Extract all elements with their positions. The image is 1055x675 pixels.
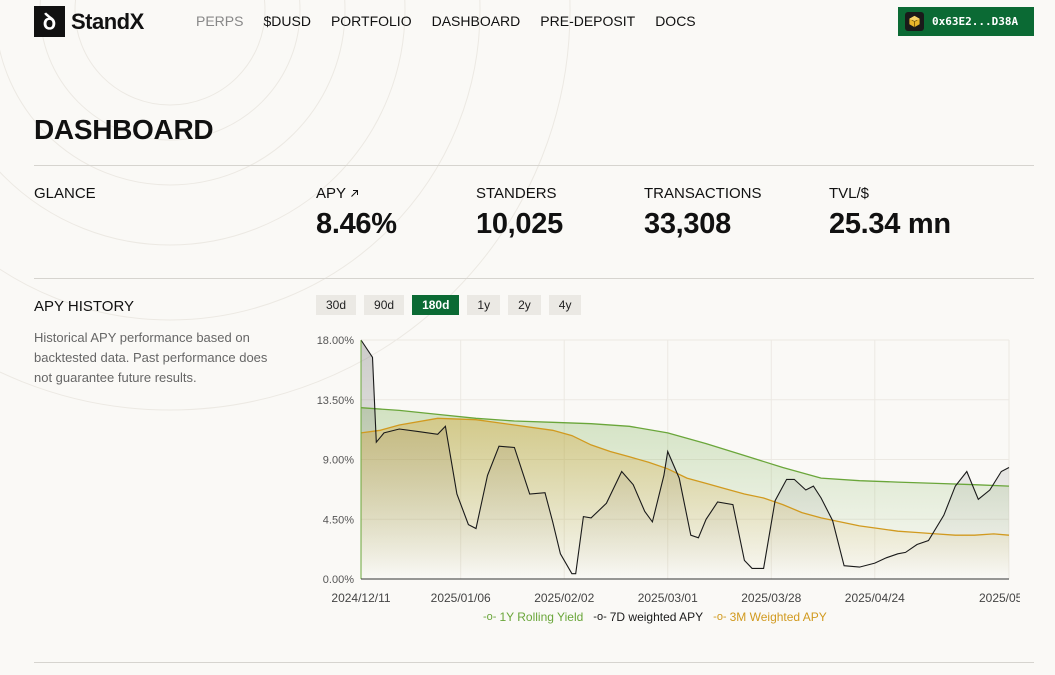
nav-item-portfolio[interactable]: PORTFOLIO [330,13,412,29]
nav-item-perps[interactable]: PERPS [196,13,244,29]
main-nav: PERPS $DUSD PORTFOLIO DASHBOARD PRE-DEPO… [196,13,716,29]
x-tick-label: 2025/01/06 [431,591,491,605]
legend-item-weekly[interactable]: -o- 7D weighted APY [593,610,703,624]
stat-tvl-value: 25.34 mn [829,208,951,240]
y-tick-label: 9.00% [323,455,354,467]
legend-label: 1Y Rolling Yield [499,610,584,624]
page-title: DASHBOARD [34,114,214,145]
legend-label: 7D weighted APY [609,610,704,624]
y-tick-label: 4.50% [323,514,354,526]
brand-name: StandX [71,8,144,34]
stat-standers: STANDERS 10,025 [476,185,563,241]
stat-standers-label: STANDERS [476,185,557,202]
wallet-button[interactable]: 0x63E2...D38A [898,7,1034,36]
range-button-90d[interactable]: 90d [364,295,405,315]
series-line-3m-weighted-apy [360,417,1010,536]
chart-legend: -o- 1Y Rolling Yield -o- 7D weighted APY… [483,610,837,624]
x-tick-label: 2024/12/11 [331,591,390,605]
series-line-rolling-yield [360,407,1010,487]
standx-logo-icon: ꝺ [34,6,65,37]
stat-transactions: TRANSACTIONS 33,308 [644,185,762,241]
divider [34,165,1034,166]
legend-marker-icon: -o- [483,611,497,623]
stat-tvl-label: TVL/$ [829,185,870,202]
stat-transactions-value: 33,308 [644,208,731,240]
x-tick-label: 2025/03/28 [741,591,801,605]
apy-history-chart[interactable]: 18.00% 13.50% 9.00% 4.50% 0.00% 2024/12/11 202… [300,326,1020,611]
nav-item-docs[interactable]: DOCS [655,13,696,29]
y-tick-label: 0.00% [323,574,354,586]
stat-apy: APY 8.46% [316,185,397,241]
series-area-3m-weighted-apy [361,418,1009,579]
stat-apy-value: 8.46% [316,208,397,240]
wallet-address: 0x63E2...D38A [932,15,1019,28]
legend-label: 3M Weighted APY [729,610,827,624]
range-button-4y[interactable]: 4y [548,295,582,315]
stat-apy-label: APY [316,185,347,202]
nav-item-dashboard[interactable]: DASHBOARD [431,13,521,29]
range-button-2y[interactable]: 2y [508,295,541,315]
y-tick-label: 13.50% [317,395,355,407]
range-selector: 30d 90d 180d 1y 2y 4y [316,295,589,315]
apy-history-description: Historical APY performance based on back… [34,330,268,385]
x-tick-label: 2025/03/01 [638,591,698,605]
range-button-180d[interactable]: 180d [412,295,460,315]
stat-transactions-label: TRANSACTIONS [644,185,762,202]
x-tick-label: 2025/05/29 [979,591,1020,605]
arrow-up-right-icon[interactable] [350,189,359,198]
brand-logo[interactable]: ꝺ StandX [34,6,144,37]
nav-item-pre-deposit[interactable]: PRE-DEPOSIT [540,13,636,29]
glance-label: GLANCE [34,185,96,202]
legend-marker-icon: -o- [713,611,727,623]
legend-item-weighted[interactable]: -o- 3M Weighted APY [713,610,827,624]
divider [34,278,1034,279]
top-navigation-bar: ꝺ StandX PERPS $DUSD PORTFOLIO DASHBOARD… [0,0,1055,44]
legend-item-rolling[interactable]: -o- 1Y Rolling Yield [483,610,583,624]
cube-icon [905,12,924,31]
x-tick-label: 2025/02/02 [534,591,594,605]
stat-standers-value: 10,025 [476,208,563,240]
divider [34,662,1034,663]
y-tick-label: 18.00% [317,335,355,347]
range-button-1y[interactable]: 1y [467,295,501,315]
range-button-30d[interactable]: 30d [316,295,357,315]
legend-marker-icon: -o- [593,611,607,623]
nav-item-dusd[interactable]: $DUSD [263,13,311,29]
x-tick-label: 2025/04/24 [845,591,905,605]
apy-history-label: APY HISTORY [34,298,135,315]
series-line-7d-weighted-apy [360,339,1010,575]
stat-tvl: TVL/$ 25.34 mn [829,185,951,241]
